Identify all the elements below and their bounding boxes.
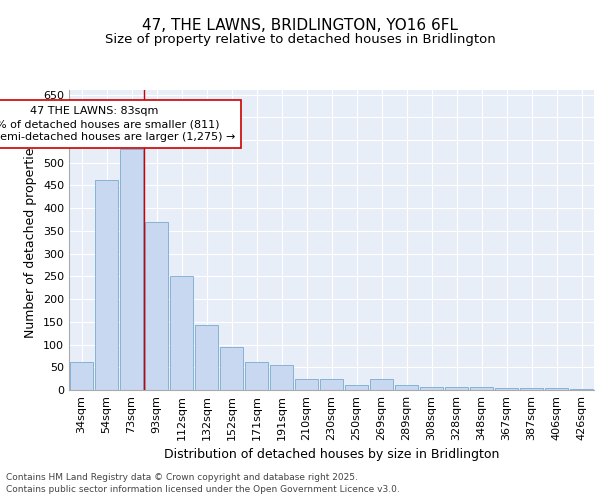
Bar bbox=[395, 386, 418, 390]
Bar bbox=[145, 222, 168, 390]
X-axis label: Distribution of detached houses by size in Bridlington: Distribution of detached houses by size … bbox=[164, 448, 499, 462]
Bar bbox=[295, 378, 318, 390]
Bar bbox=[245, 362, 268, 390]
Bar bbox=[345, 386, 368, 390]
Bar bbox=[170, 276, 193, 390]
Bar bbox=[120, 149, 143, 390]
Bar bbox=[470, 388, 493, 390]
Text: Size of property relative to detached houses in Bridlington: Size of property relative to detached ho… bbox=[104, 32, 496, 46]
Bar bbox=[320, 378, 343, 390]
Text: 47 THE LAWNS: 83sqm
← 38% of detached houses are smaller (811)
60% of semi-detac: 47 THE LAWNS: 83sqm ← 38% of detached ho… bbox=[0, 106, 236, 142]
Y-axis label: Number of detached properties: Number of detached properties bbox=[25, 142, 37, 338]
Text: 47, THE LAWNS, BRIDLINGTON, YO16 6FL: 47, THE LAWNS, BRIDLINGTON, YO16 6FL bbox=[142, 18, 458, 32]
Bar bbox=[495, 388, 518, 390]
Bar bbox=[570, 388, 593, 390]
Bar bbox=[520, 388, 543, 390]
Bar bbox=[545, 388, 568, 390]
Text: Contains public sector information licensed under the Open Government Licence v3: Contains public sector information licen… bbox=[6, 486, 400, 494]
Bar bbox=[70, 362, 93, 390]
Bar bbox=[270, 365, 293, 390]
Bar bbox=[420, 387, 443, 390]
Bar bbox=[370, 378, 393, 390]
Bar bbox=[195, 326, 218, 390]
Bar bbox=[445, 387, 468, 390]
Bar bbox=[95, 180, 118, 390]
Bar bbox=[220, 347, 243, 390]
Text: Contains HM Land Registry data © Crown copyright and database right 2025.: Contains HM Land Registry data © Crown c… bbox=[6, 473, 358, 482]
